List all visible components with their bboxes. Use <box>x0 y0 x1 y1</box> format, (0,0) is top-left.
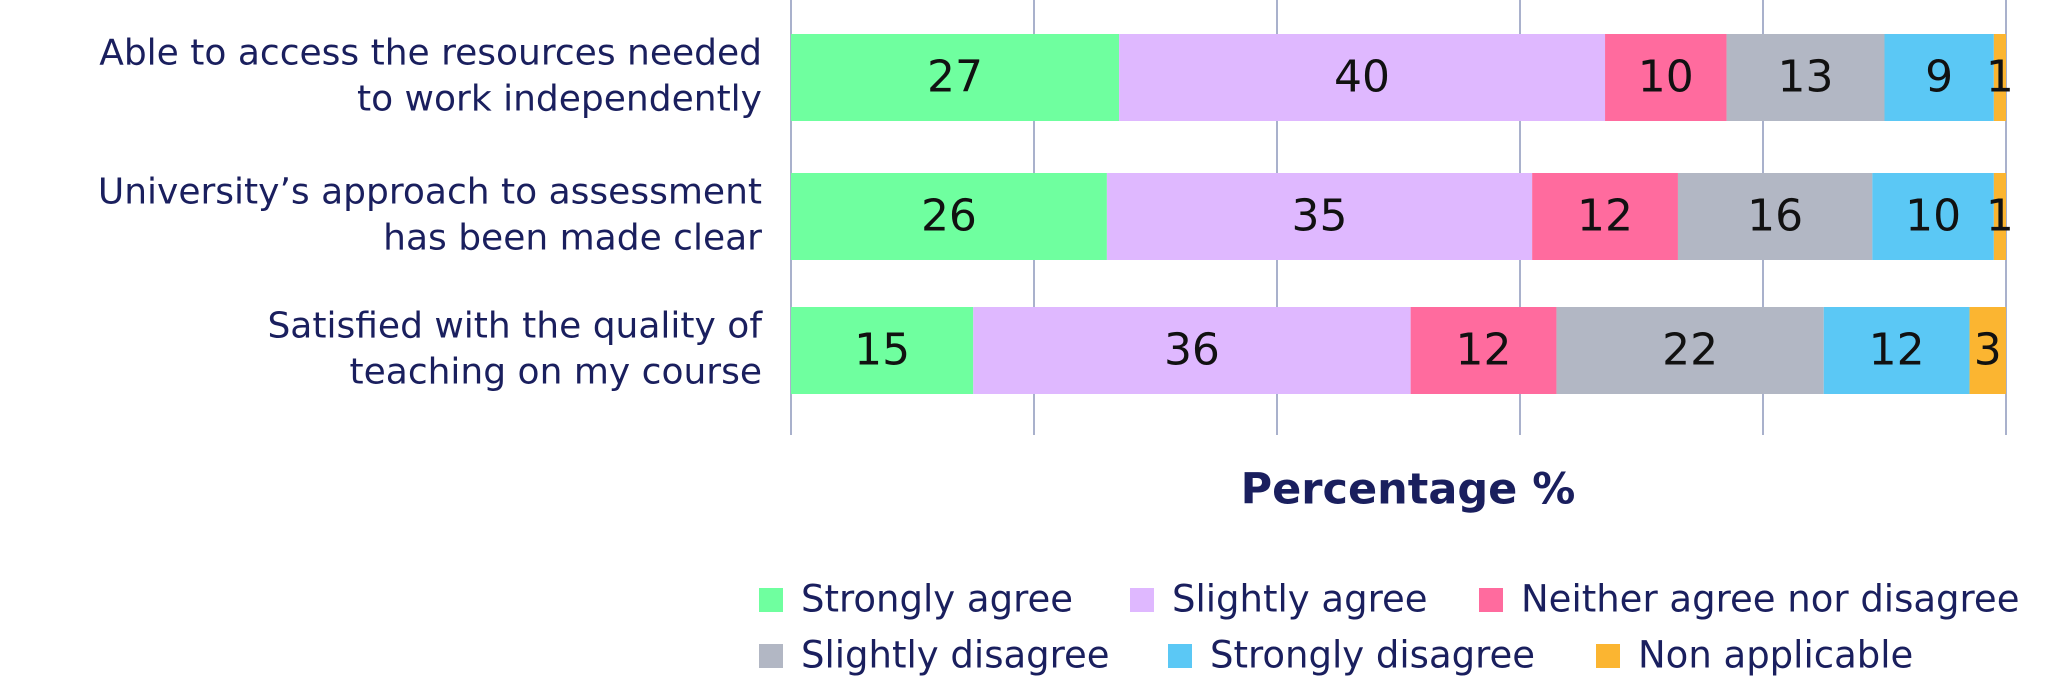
value-label: 36 <box>1164 325 1220 376</box>
bar-segment <box>1969 307 2006 394</box>
legend-label: Strongly agree <box>801 578 1073 621</box>
category-label: teaching on my course <box>350 352 763 393</box>
legend-swatch <box>1479 588 1503 612</box>
bar-segment <box>1993 173 2006 260</box>
bar-segment <box>1884 34 1994 121</box>
bar-segment <box>1556 307 1824 394</box>
bar-segment <box>973 307 1411 394</box>
legend-label: Neither agree nor disagree <box>1521 578 2019 621</box>
bar-segment <box>1872 173 1994 260</box>
category-label: to work independently <box>357 79 762 120</box>
legend-swatch <box>1168 644 1192 668</box>
bar-segment <box>791 307 974 394</box>
category-label: Able to access the resources needed <box>99 33 762 74</box>
category-label: University’s approach to assessment <box>98 172 762 213</box>
category-label: has been made clear <box>383 218 762 259</box>
legend-label: Slightly agree <box>1172 578 1428 621</box>
bar-segment <box>1106 173 1533 260</box>
legend-swatch <box>759 644 783 668</box>
bar-segment <box>1605 34 1727 121</box>
value-label: 1 <box>1986 191 2014 242</box>
value-label: 16 <box>1747 191 1803 242</box>
bar-segment <box>1410 307 1557 394</box>
bar-segment <box>1726 34 1885 121</box>
value-label: 12 <box>1869 325 1925 376</box>
x-axis-title: Percentage % <box>1241 465 1576 515</box>
value-label: 27 <box>927 52 983 103</box>
bar-segment <box>1119 34 1606 121</box>
bar-segment <box>791 34 1120 121</box>
legend-label: Strongly disagree <box>1210 634 1535 677</box>
value-label: 15 <box>854 325 910 376</box>
value-label: 12 <box>1577 191 1633 242</box>
bar-segment <box>1993 34 2006 121</box>
value-label: 9 <box>1925 52 1953 103</box>
value-label: 40 <box>1334 52 1390 103</box>
category-label: Satisfied with the quality of <box>267 306 763 347</box>
legend-swatch <box>759 588 783 612</box>
value-label: 12 <box>1456 325 1512 376</box>
bar-segment <box>1823 307 1970 394</box>
value-label: 13 <box>1778 52 1834 103</box>
value-label: 3 <box>1974 325 2002 376</box>
legend-swatch <box>1130 588 1154 612</box>
value-label: 10 <box>1638 52 1694 103</box>
value-label: 26 <box>921 191 977 242</box>
legend-swatch <box>1596 644 1620 668</box>
bar-segment <box>1677 173 1873 260</box>
value-label: 10 <box>1905 191 1961 242</box>
value-label: 35 <box>1292 191 1348 242</box>
legend-label: Slightly disagree <box>801 634 1110 677</box>
bar-segment <box>1532 173 1678 260</box>
value-label: 22 <box>1662 325 1718 376</box>
legend-label: Non applicable <box>1638 634 1913 677</box>
value-label: 1 <box>1986 52 2014 103</box>
bar-segment <box>791 173 1107 260</box>
